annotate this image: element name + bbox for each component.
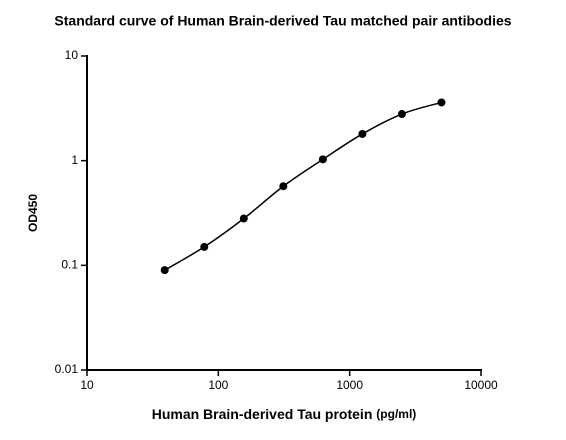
- data-point: [200, 242, 209, 251]
- x-axis-title: Human Brain-derived Tau protein (pg/ml): [152, 406, 417, 422]
- chart-title: Standard curve of Human Brain-derived Ta…: [54, 13, 511, 29]
- data-point: [397, 110, 406, 119]
- data-point: [437, 98, 446, 107]
- x-axis-unit: (pg/ml): [376, 407, 416, 421]
- x-axis-label: Human Brain-derived Tau protein: [152, 406, 373, 422]
- x-tick-label: 10: [80, 378, 94, 392]
- data-point: [160, 266, 169, 275]
- data-point: [279, 182, 288, 191]
- y-tick-label: 10: [65, 48, 79, 62]
- y-tick-label: 1: [71, 153, 78, 167]
- x-tick-label: 10000: [464, 378, 498, 392]
- y-axis-title: OD450: [26, 194, 40, 232]
- y-tick-label: 0.01: [55, 362, 79, 376]
- y-tick-label: 0.1: [61, 258, 78, 272]
- data-point: [318, 155, 327, 164]
- x-tick-label: 100: [208, 378, 228, 392]
- data-point: [239, 214, 248, 223]
- data-point: [358, 129, 367, 138]
- x-tick-label: 1000: [336, 378, 363, 392]
